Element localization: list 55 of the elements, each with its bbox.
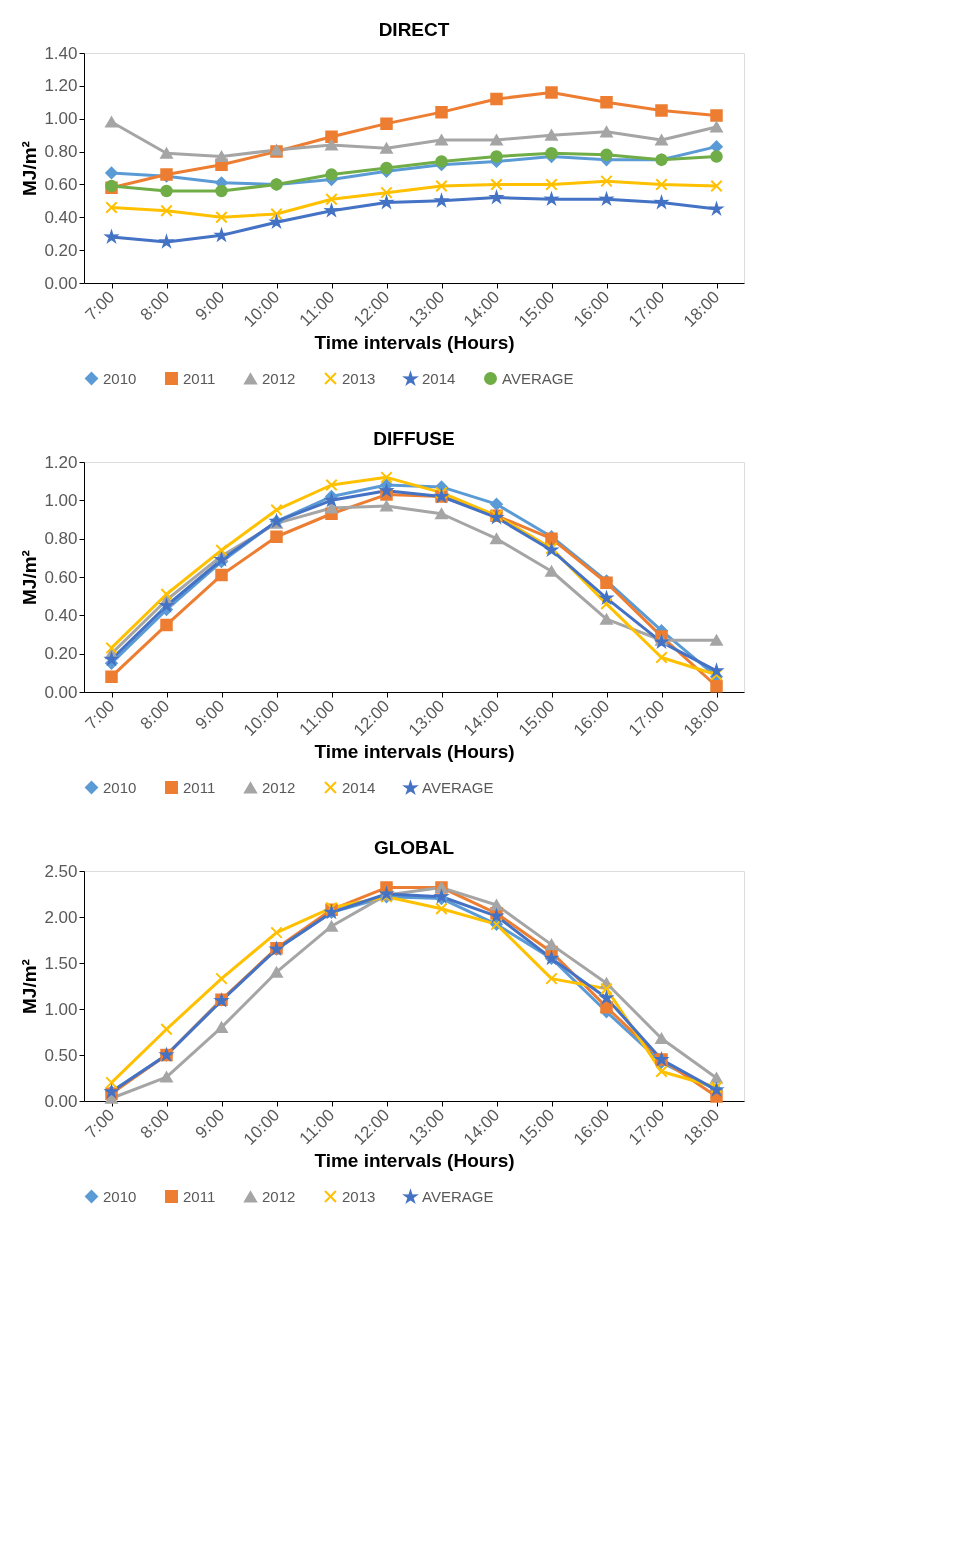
legend-label: 2011 <box>183 369 216 387</box>
legend-label: 2012 <box>262 369 296 387</box>
chart-title: DIRECT <box>378 19 450 40</box>
legend-label: 2010 <box>103 778 137 796</box>
y-tick-label: 1.20 <box>44 452 78 472</box>
y-tick-label: 0.20 <box>44 644 78 664</box>
chart-title: GLOBAL <box>373 837 455 858</box>
x-tick-label: 7:00 <box>81 1105 119 1143</box>
y-tick-label: 0.00 <box>44 682 78 702</box>
legend-label: 2012 <box>262 778 296 796</box>
legend-label: 2014 <box>422 370 456 388</box>
legend-label: 2010 <box>103 369 137 387</box>
y-tick-label: 1.50 <box>44 953 78 973</box>
y-tick-label: 2.00 <box>44 907 78 927</box>
y-axis-title: MJ/m² <box>19 141 41 196</box>
legend-label: 2013 <box>342 369 376 387</box>
x-tick-label: 9:00 <box>191 1105 229 1143</box>
x-tick-label: 8:00 <box>136 287 174 325</box>
legend-label: AVERAGE <box>502 369 574 387</box>
y-tick-label: 0.40 <box>44 605 78 625</box>
x-tick-label: 7:00 <box>81 696 119 734</box>
y-tick-label: 0.20 <box>44 240 78 260</box>
y-tick-label: 0.00 <box>44 273 78 293</box>
y-tick-label: 0.60 <box>44 567 78 587</box>
y-tick-label: 1.20 <box>44 76 78 96</box>
legend-label: 2011 <box>183 778 216 796</box>
y-axis-title: MJ/m² <box>19 959 41 1014</box>
y-tick-label: 0.80 <box>44 529 78 549</box>
x-axis-title: Time intervals (Hours) <box>314 741 515 763</box>
y-tick-label: 1.00 <box>44 109 78 129</box>
x-tick-label: 8:00 <box>136 696 174 734</box>
y-axis-title: MJ/m² <box>19 550 41 605</box>
x-tick-label: 9:00 <box>191 696 229 734</box>
y-tick-label: 0.00 <box>44 1091 78 1111</box>
y-tick-label: 0.50 <box>44 1045 78 1065</box>
y-tick-label: 0.60 <box>44 174 78 194</box>
x-axis-title: Time intervals (Hours) <box>314 1150 515 1172</box>
y-tick-label: 1.00 <box>44 490 78 510</box>
legend-label: 2013 <box>342 1187 376 1205</box>
y-tick-label: 0.40 <box>44 207 78 227</box>
y-tick-label: 0.80 <box>44 142 78 162</box>
x-tick-label: 8:00 <box>136 1105 174 1143</box>
legend-label: 2012 <box>262 1187 296 1205</box>
legend-label: 2011 <box>183 1187 216 1205</box>
legend-label: AVERAGE <box>422 779 494 797</box>
x-axis-title: Time intervals (Hours) <box>314 332 515 354</box>
legend-label: AVERAGE <box>422 1188 494 1206</box>
x-tick-label: 7:00 <box>81 287 119 325</box>
x-tick-label: 9:00 <box>191 287 229 325</box>
y-tick-label: 1.40 <box>44 43 78 63</box>
chart-title: DIFFUSE <box>373 428 455 449</box>
legend-label: 2010 <box>103 1187 137 1205</box>
y-tick-label: 1.00 <box>44 999 78 1019</box>
y-tick-label: 2.50 <box>44 861 78 881</box>
legend-label: 2014 <box>342 778 376 796</box>
